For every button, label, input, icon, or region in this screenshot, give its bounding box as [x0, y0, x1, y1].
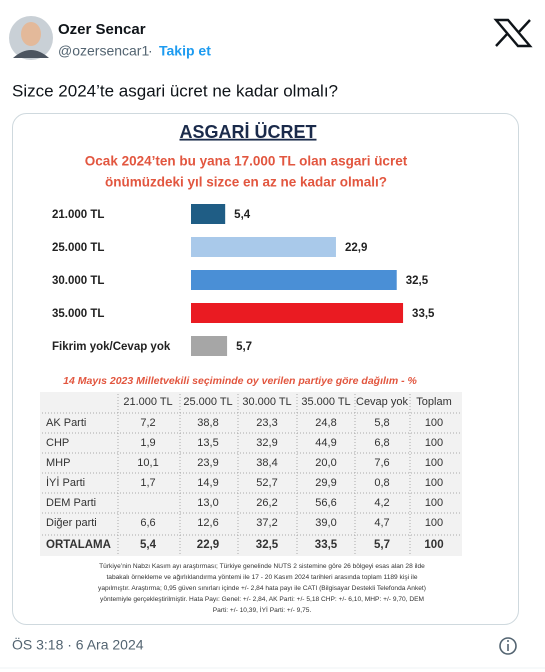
- table-cell: 38,8: [197, 417, 218, 429]
- value-label: 33,5: [412, 308, 435, 320]
- methodology-line: Parti: +/- 10,39, İYİ Parti: +/- 9,75.: [213, 605, 312, 614]
- table-cell: 0,8: [374, 477, 389, 489]
- table-cell: 10,1: [137, 457, 158, 469]
- category-label: Fikrim yok/Cevap yok: [52, 341, 171, 353]
- table-cell: 12,6: [197, 517, 218, 529]
- timestamp[interactable]: ÖS 3:18 · 6 Ara 2024: [12, 636, 144, 653]
- avatar-body: [13, 50, 49, 58]
- info-circle: [499, 637, 517, 655]
- table-cell: 32,5: [256, 539, 279, 551]
- table-cell: 29,9: [315, 477, 336, 489]
- table-cell: 100: [425, 437, 443, 449]
- bar: [191, 336, 228, 356]
- table-header: Cevap yok: [356, 396, 408, 408]
- row-label: Diğer parti: [46, 517, 97, 529]
- table-cell: 22,9: [197, 539, 219, 551]
- table-cell: 100: [425, 417, 443, 429]
- value-label: 22,9: [345, 242, 367, 254]
- table-cell: 4,2: [374, 497, 389, 509]
- bar: [191, 303, 404, 323]
- table-cell: 7,6: [374, 457, 389, 469]
- value-label: 32,5: [406, 275, 429, 287]
- table-cell: 13,5: [197, 437, 218, 449]
- table-cell: 100: [425, 477, 443, 489]
- x-logo[interactable]: [493, 18, 533, 48]
- value-label: 5,4: [234, 209, 251, 221]
- table-cell: 6,8: [374, 437, 389, 449]
- category-label: 25.000 TL: [52, 242, 104, 254]
- row-label: MHP: [46, 457, 70, 469]
- table-header: 25.000 TL: [183, 396, 232, 408]
- category-label: 30.000 TL: [52, 275, 104, 287]
- table-header: 30.000 TL: [242, 396, 291, 408]
- table-cell: 33,5: [315, 539, 338, 551]
- avatar[interactable]: [9, 16, 53, 60]
- table-cell: 100: [425, 497, 443, 509]
- table-cell: 23,3: [256, 417, 277, 429]
- table-cell: 1,9: [140, 437, 155, 449]
- table-cell: 14,9: [197, 477, 218, 489]
- table-cell: 56,6: [315, 497, 336, 509]
- table-cell: 26,2: [256, 497, 277, 509]
- methodology-line: yapılmıştır. Araştırma; 0,95 güven sınır…: [98, 585, 426, 592]
- table-header: 21.000 TL: [123, 396, 172, 408]
- table-cell: 5,8: [374, 417, 389, 429]
- table-cell: 100: [424, 539, 443, 551]
- table-caption: 14 Mayıs 2023 Milletvekili seçiminde oy …: [63, 375, 417, 387]
- table-cell: 6,6: [140, 517, 155, 529]
- author-handle[interactable]: @ozersencar1: [58, 43, 149, 59]
- table-cell: 20,0: [315, 457, 336, 469]
- row-label: CHP: [46, 437, 69, 449]
- table-cell: 5,4: [140, 539, 157, 551]
- info-icon[interactable]: [499, 637, 517, 655]
- table-header: 35.000 TL: [301, 396, 350, 408]
- table-cell: 39,0: [315, 517, 336, 529]
- table-cell: 23,9: [197, 457, 218, 469]
- table-cell: 100: [425, 457, 443, 469]
- chart-subtitle: Ocak 2024’ten bu yana 17.000 TL olan asg…: [85, 154, 408, 169]
- table-cell: 24,8: [315, 417, 336, 429]
- table-cell: 13,0: [197, 497, 218, 509]
- row-label: DEM Parti: [46, 497, 96, 509]
- author-name[interactable]: Ozer Sencar: [58, 21, 146, 38]
- table-cell: 5,7: [374, 539, 390, 551]
- table-bg: [40, 392, 462, 556]
- tweet-text: Sizce 2024’te asgari ücret ne kadar olma…: [12, 81, 338, 100]
- bar: [191, 237, 336, 257]
- table-header: Toplam: [416, 396, 451, 408]
- methodology-line: Türkiye’nin Nabzı Kasım ayı araştırması;…: [99, 563, 425, 570]
- follow-button[interactable]: Takip et: [159, 43, 211, 59]
- category-label: 35.000 TL: [52, 308, 104, 320]
- table-cell: 7,2: [140, 417, 155, 429]
- table-cell: 38,4: [256, 457, 277, 469]
- value-label: 5,7: [236, 341, 252, 353]
- table-cell: 4,7: [374, 517, 389, 529]
- table-cell: 32,9: [256, 437, 277, 449]
- table-cell: 44,9: [315, 437, 336, 449]
- table-cell: 1,7: [140, 477, 155, 489]
- row-label: AK Parti: [46, 417, 86, 429]
- row-label: ORTALAMA: [46, 539, 111, 551]
- separator: ·: [148, 43, 153, 59]
- info-dot: [507, 640, 509, 642]
- bar: [191, 270, 397, 290]
- chart-title: ASGARİ ÜCRET: [179, 122, 316, 142]
- methodology-line: tabakalı örnekleme ve ağırlıklandırma yö…: [106, 574, 417, 581]
- table-cell: 37,2: [256, 517, 277, 529]
- chart-subtitle: önümüzdeki yıl sizce en az ne kadar olma…: [105, 175, 387, 190]
- row-label: İYİ Parti: [46, 476, 85, 489]
- bar: [191, 204, 226, 224]
- table-cell: 52,7: [256, 477, 277, 489]
- table-cell: 100: [425, 517, 443, 529]
- category-label: 21.000 TL: [52, 209, 104, 221]
- methodology-line: yöntemiyle gerçekleştirilmiştir. Hata Pa…: [100, 596, 424, 603]
- avatar-face: [21, 22, 41, 46]
